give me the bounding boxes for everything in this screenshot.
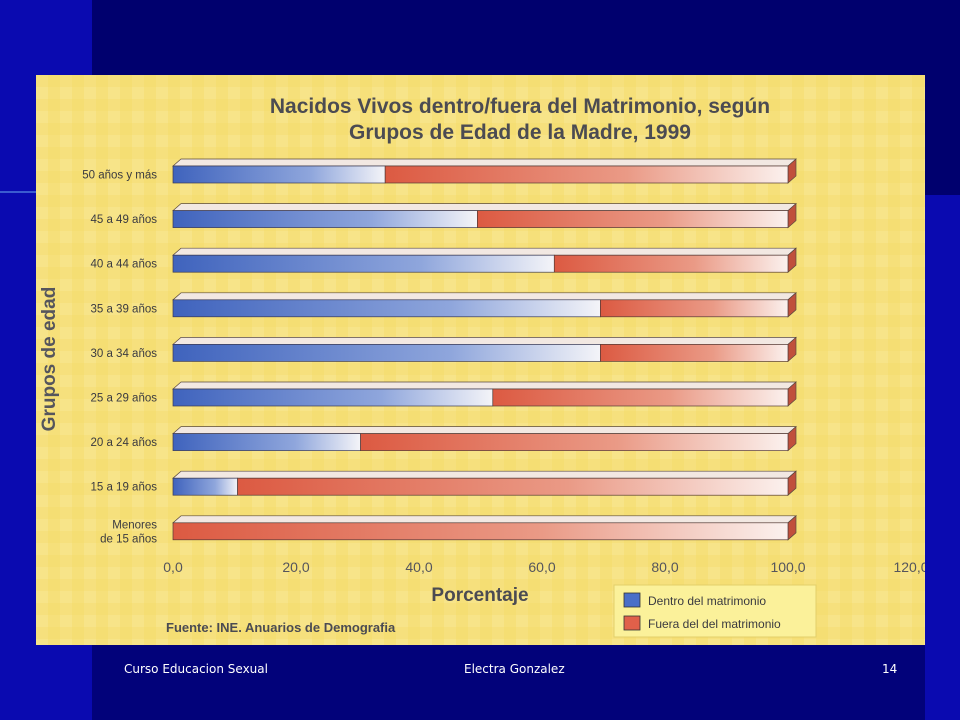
- legend-swatch-dentro: [623, 592, 641, 608]
- category-label: Menores: [112, 519, 157, 531]
- bar-top-face: [172, 337, 797, 345]
- bar-dentro: [172, 165, 386, 184]
- category-label: 45 a 49 años: [90, 214, 157, 226]
- bar-top-face: [172, 515, 797, 524]
- bar-fuera: [237, 477, 789, 496]
- x-tick-label: 0,0: [163, 559, 183, 575]
- x-tick-label: 20,0: [282, 559, 309, 575]
- bar-dentro: [172, 344, 601, 362]
- x-tick-label: 100,0: [770, 559, 805, 575]
- bar-fuera: [360, 433, 789, 451]
- decorative-line: [0, 191, 60, 193]
- legend: Dentro del matrimonio Fuera del del matr…: [613, 584, 817, 638]
- category-label: 30 a 34 años: [90, 348, 157, 360]
- x-tick-label: 80,0: [651, 559, 678, 575]
- bar-dentro: [172, 388, 494, 407]
- bar-dentro: [172, 477, 238, 496]
- bar-fuera: [477, 210, 789, 228]
- bar-top-face: [172, 292, 797, 301]
- footer-page-number: 14: [882, 662, 898, 676]
- bars-group: [172, 158, 797, 541]
- x-tick-label: 60,0: [528, 559, 555, 575]
- category-label: 35 a 39 años: [90, 303, 157, 315]
- bar-fuera: [553, 254, 789, 273]
- bar-fuera: [172, 522, 789, 541]
- bar-chart: Nacidos Vivos dentro/fuera del Matrimoni…: [36, 75, 925, 645]
- x-tick-labels: 0,0 20,0 40,0 60,0 80,0 100,0 120,0: [163, 559, 925, 575]
- bar-dentro: [172, 299, 601, 318]
- bar-top-face: [172, 203, 797, 211]
- bar-top-face: [172, 381, 797, 390]
- x-axis-label: Porcentaje: [431, 585, 528, 606]
- x-tick-label: 120,0: [893, 559, 925, 575]
- chart-image: Nacidos Vivos dentro/fuera del Matrimoni…: [36, 75, 925, 645]
- category-label: 25 a 29 años: [90, 393, 157, 405]
- category-label: 40 a 44 años: [90, 259, 157, 271]
- bar-dentro: [172, 210, 478, 228]
- bar-fuera: [384, 165, 789, 184]
- category-label: de 15 años: [100, 533, 157, 545]
- chart-title-line2: Grupos de Edad de la Madre, 1999: [349, 121, 691, 144]
- bar-top-face: [172, 247, 797, 256]
- legend-label-dentro: Dentro del matrimonio: [648, 594, 766, 608]
- slide-right-band: [925, 195, 960, 720]
- footer-author: Electra Gonzalez: [464, 662, 565, 676]
- bar-top-face: [172, 158, 797, 167]
- source-note: Fuente: INE. Anuarios de Demografia: [166, 620, 396, 635]
- x-tick-label: 40,0: [405, 559, 432, 575]
- legend-label-fuera: Fuera del del matrimonio: [648, 617, 781, 631]
- bar-fuera: [600, 299, 789, 318]
- bar-fuera: [600, 344, 789, 362]
- y-axis-label: Grupos de edad: [39, 287, 60, 432]
- bar-dentro: [172, 433, 361, 451]
- bar-top-face: [172, 470, 797, 479]
- bar-dentro: [172, 254, 555, 273]
- category-label: 50 años y más: [82, 170, 157, 182]
- legend-box: [613, 584, 817, 638]
- category-label: 20 a 24 años: [90, 437, 157, 449]
- footer-course: Curso Educacion Sexual: [124, 662, 268, 676]
- legend-swatch-fuera: [623, 615, 641, 631]
- bar-fuera: [492, 388, 789, 407]
- bar-top-face: [172, 426, 797, 434]
- category-labels: 50 años y más 45 a 49 años 40 a 44 años 35 …: [82, 170, 157, 546]
- chart-title-line1: Nacidos Vivos dentro/fuera del Matrimoni…: [270, 95, 770, 118]
- category-label: 15 a 19 años: [90, 482, 157, 494]
